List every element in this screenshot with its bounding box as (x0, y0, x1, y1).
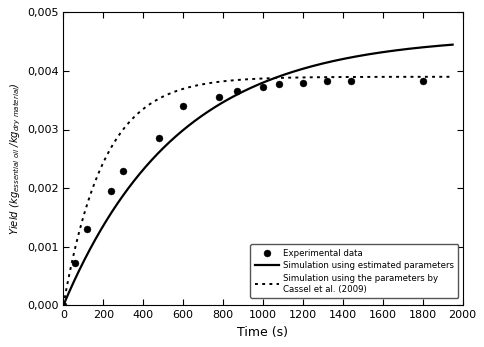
Point (346, 79, 354, 84)
Point (107, 188, 115, 194)
Point (274, 81, 282, 87)
Point (71, 260, 79, 266)
X-axis label: Time (s): Time (s) (237, 326, 288, 339)
Point (258, 85, 266, 90)
Point (119, 168, 127, 173)
Point (83, 226, 91, 232)
Point (418, 78, 426, 84)
Point (179, 103, 187, 109)
Point (215, 94, 223, 100)
Legend: Experimental data, Simulation using estimated parameters, Simulation using the p: Experimental data, Simulation using esti… (250, 244, 457, 298)
Point (299, 80, 306, 85)
Point (155, 136, 163, 141)
Y-axis label: Yield (kg$_\mathregular{essential\ oil}$ /kg$_\mathregular{dry\ material}$): Yield (kg$_\mathregular{essential\ oil}$… (8, 83, 23, 235)
Point (233, 88, 241, 94)
Point (60, 303, 67, 308)
Point (322, 79, 330, 84)
